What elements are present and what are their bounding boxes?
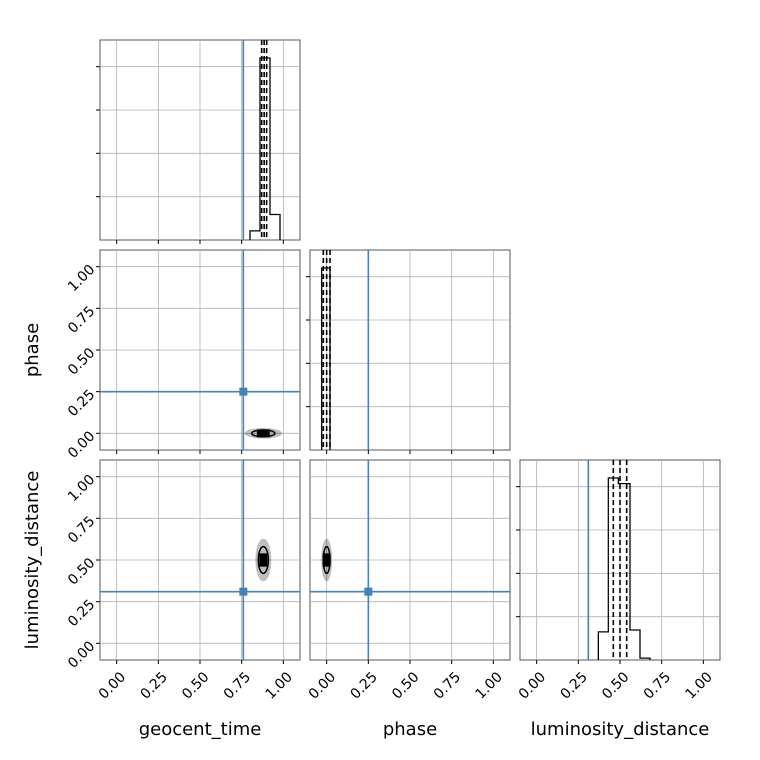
y-axis-label-luminosity_distance: luminosity_distance [22,471,43,650]
x-tick-label: 1.00 [682,669,715,702]
x-tick-label: 0.50 [179,669,212,702]
x-tick-label: 0.00 [306,669,339,702]
joint-density-peak [322,553,331,567]
y-tick-label: 1.00 [65,472,98,505]
histogram-luminosity_distance [597,477,651,660]
histogram-geocent_time [249,57,281,240]
y-tick-label: 0.50 [65,555,98,588]
y-tick-label: 0.00 [65,638,98,671]
panel-geocent_time-geocent_time [96,39,301,244]
truth-point [364,587,373,596]
x-tick-label: 0.50 [599,669,632,702]
x-tick-label: 0.75 [221,669,254,702]
x-tick-label: 0.50 [389,669,422,702]
y-tick-label: 0.25 [65,387,98,420]
x-tick-label: 0.75 [431,669,464,702]
x-tick-label: 1.00 [472,669,505,702]
x-axis-label-geocent_time: geocent_time [139,719,262,740]
x-tick-label: 1.00 [262,669,295,702]
x-tick-label: 0.00 [516,669,549,702]
x-tick-label: 0.75 [641,669,674,702]
joint-density-peak [256,429,270,438]
panel-phase-geocent_time [96,249,301,454]
y-tick-label: 0.75 [65,513,98,546]
x-tick-label: 0.25 [137,669,170,702]
y-tick-label: 0.25 [65,597,98,630]
x-tick-label: 0.25 [557,669,590,702]
truth-point [239,387,248,396]
y-axis-label-phase: phase [22,323,43,377]
joint-density-peak [259,553,268,567]
panel-luminosity_distance-luminosity_distance [516,459,721,664]
y-tick-label: 0.50 [65,345,98,378]
joint-contour [257,545,270,575]
y-tick-label: 1.00 [65,262,98,295]
panel-luminosity_distance-phase [309,459,511,664]
x-tick-label: 0.25 [347,669,380,702]
panel-luminosity_distance-geocent_time [96,459,301,664]
y-tick-label: 0.00 [65,428,98,461]
panel-phase-phase [306,249,511,454]
x-axis-label-luminosity_distance: luminosity_distance [531,719,710,740]
x-tick-label: 0.00 [96,669,129,702]
x-axis-label-phase: phase [383,719,437,740]
truth-point [239,587,248,596]
y-tick-label: 0.75 [65,303,98,336]
